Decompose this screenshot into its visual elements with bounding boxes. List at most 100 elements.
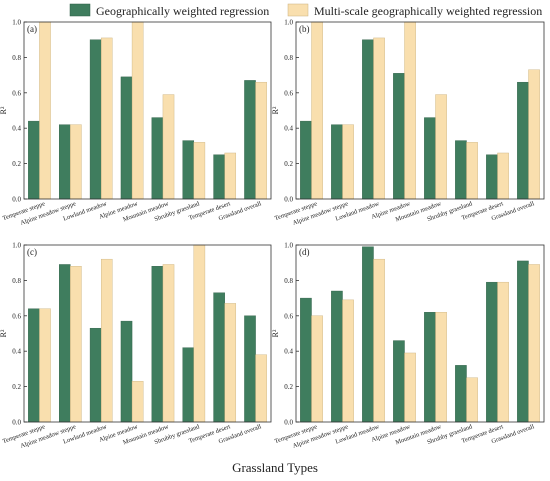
bar-panel1-series1-cat6: [497, 152, 509, 200]
y-tick-label: 0.6: [12, 89, 21, 97]
bar-panel3-series0-cat4: [424, 312, 436, 423]
bar-panel0-series1-cat3: [131, 21, 144, 200]
bar-panel3-series0-cat3: [393, 340, 405, 423]
bar-panel0-series1-cat2: [100, 37, 113, 200]
legend-label-gwr: Geographically weighted regression: [96, 4, 269, 18]
bar-panel3-series1-cat7: [528, 264, 540, 423]
y-axis-label: R²: [271, 106, 280, 114]
bar-panel1-series1-cat2: [373, 37, 385, 200]
panel-label: (b): [299, 24, 310, 34]
legend-swatch-gwr: [69, 3, 91, 17]
y-tick-label: 0.8: [284, 54, 293, 62]
bar-panel3-series1-cat3: [404, 352, 416, 423]
bar-panel3-series0-cat6: [486, 281, 498, 423]
bar-panel1-series0-cat6: [486, 154, 498, 200]
legend: Geographically weighted regression Multi…: [69, 3, 542, 18]
panel-label: (c): [27, 247, 37, 257]
y-tick-label: 0.0: [12, 196, 21, 204]
bar-panel1-series1-cat0: [311, 21, 323, 200]
y-tick-label: 0.0: [12, 419, 21, 427]
bar-panel0-series0-cat2: [89, 39, 102, 200]
bar-panel2-series0-cat1: [59, 264, 71, 423]
plot-frame: [23, 244, 272, 423]
bar-panel2-series0-cat0: [28, 308, 40, 423]
bar-panel1-series1-cat5: [466, 142, 478, 200]
bar-panel3-series0-cat0: [300, 297, 312, 423]
bar-panel2-series1-cat0: [39, 308, 51, 423]
bar-panel0-series0-cat3: [120, 76, 133, 200]
bar-panel0-series0-cat1: [59, 124, 71, 200]
bar-panel2-series1-cat2: [100, 258, 113, 423]
y-tick-label: 0.6: [284, 312, 293, 320]
bar-panel1-series0-cat3: [393, 73, 405, 200]
y-tick-label: 0.4: [12, 125, 21, 133]
bar-panel0-series1-cat0: [39, 21, 51, 200]
y-tick-label: 0.2: [284, 160, 293, 168]
bar-panel2-series0-cat3: [120, 320, 133, 423]
bar-panel1-series0-cat1: [331, 124, 343, 200]
bar-panel3-series0-cat5: [455, 365, 467, 423]
bar-panel1-series1-cat1: [342, 124, 354, 200]
plot-frame: [295, 244, 545, 423]
bar-panel3-series1-cat6: [497, 281, 509, 423]
y-tick-label: 0.2: [12, 383, 21, 391]
y-tick-label: 0.8: [12, 277, 21, 285]
y-tick-label: 0.8: [12, 54, 21, 62]
y-axis-label: R²: [271, 329, 280, 337]
bar-panel2-series0-cat4: [151, 266, 164, 423]
bar-panel2-series0-cat5: [182, 347, 195, 423]
bar-panel0-series1-cat7: [255, 81, 267, 200]
bar-panel1-series0-cat7: [517, 81, 529, 200]
bar-panel3-series1-cat5: [466, 377, 478, 423]
bar-panel0-series1-cat6: [224, 152, 237, 200]
y-tick-label: 1.0: [12, 19, 21, 27]
bar-panel2-series0-cat7: [244, 315, 256, 423]
y-tick-label: 0.4: [284, 125, 293, 133]
y-axis-label: R²: [0, 329, 8, 337]
bar-panel3-series0-cat1: [331, 290, 343, 423]
bar-panel3-series1-cat0: [311, 315, 323, 423]
y-tick-label: 1.0: [284, 242, 293, 250]
bar-panel3-series0-cat2: [362, 246, 374, 423]
bar-panel0-series1-cat1: [70, 124, 82, 200]
bar-panel0-series1-cat5: [193, 142, 206, 200]
y-tick-label: 0.8: [284, 277, 293, 285]
y-tick-label: 0.0: [284, 196, 293, 204]
y-tick-label: 0.2: [284, 383, 293, 391]
y-axis-label: R²: [0, 106, 8, 114]
bar-panel1-series1-cat7: [528, 69, 540, 200]
chart-panel-0: 0.00.20.40.60.81.0R²(a)Temperate steppeA…: [0, 19, 272, 227]
x-axis-title: Grassland Types: [232, 460, 318, 475]
chart-panel-2: 0.00.20.40.60.81.0R²(c)Temperate steppeA…: [0, 242, 272, 450]
bar-panel2-series1-cat6: [224, 303, 237, 423]
bar-panel0-series0-cat6: [213, 154, 225, 200]
y-tick-label: 0.0: [284, 419, 293, 427]
y-tick-label: 0.6: [284, 89, 293, 97]
legend-swatch-mgwr: [287, 3, 309, 17]
y-tick-label: 1.0: [12, 242, 21, 250]
y-tick-label: 0.6: [12, 312, 21, 320]
legend-label-mgwr: Multi-scale geographically weighted regr…: [314, 4, 542, 18]
bar-panel0-series0-cat7: [244, 80, 256, 200]
bar-panel1-series1-cat4: [435, 94, 447, 200]
bar-panel3-series0-cat7: [517, 260, 529, 423]
bar-panel1-series1-cat3: [404, 21, 416, 200]
bar-panel2-series1-cat3: [131, 381, 144, 423]
plot-frame: [295, 21, 545, 200]
bar-panel1-series0-cat5: [455, 140, 467, 200]
y-tick-label: 1.0: [284, 19, 293, 27]
panel-label: (a): [27, 24, 37, 34]
plot-frame: [23, 21, 272, 200]
bar-panel0-series1-cat4: [162, 94, 175, 200]
bar-panel2-series1-cat4: [162, 264, 175, 423]
y-tick-label: 0.4: [12, 348, 21, 356]
bar-panel3-series1-cat2: [373, 258, 385, 423]
bar-panel0-series0-cat0: [28, 120, 40, 200]
y-tick-label: 0.2: [12, 160, 21, 168]
chart-panel-3: 0.00.20.40.60.81.0R²(d)Temperate steppeA…: [271, 242, 545, 450]
bar-panel2-series1-cat1: [70, 266, 82, 423]
bar-panel0-series0-cat5: [182, 140, 195, 200]
bar-panel2-series1-cat5: [193, 244, 206, 423]
y-tick-label: 0.4: [284, 348, 293, 356]
